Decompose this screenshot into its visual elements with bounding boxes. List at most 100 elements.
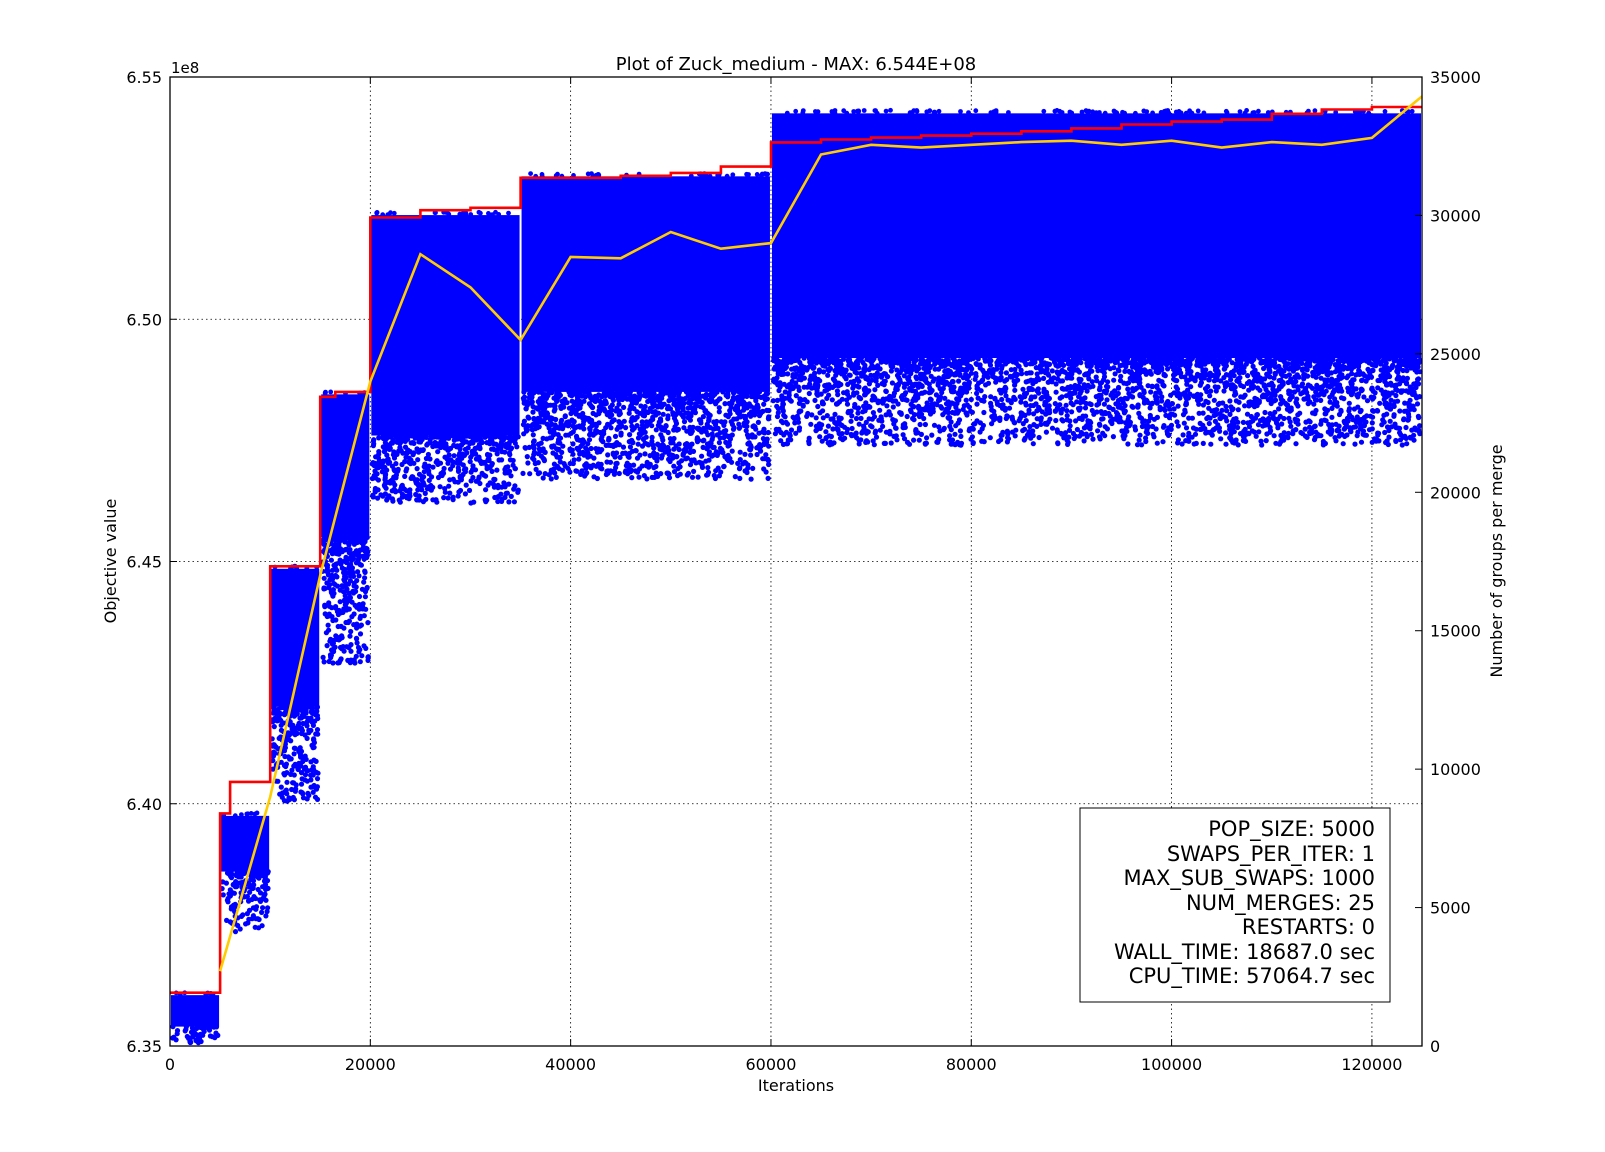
scatter-point (695, 474, 701, 480)
scatter-point (321, 541, 327, 548)
scatter-point (1030, 432, 1036, 439)
scatter-point (717, 396, 723, 402)
scatter-point (668, 440, 674, 446)
scatter-point (558, 422, 564, 428)
scatter-point (245, 811, 251, 817)
scatter-point (520, 470, 526, 476)
scatter-point (927, 396, 934, 402)
scatter-point (364, 584, 370, 591)
scatter-point (303, 756, 309, 763)
scatter-point (689, 405, 695, 411)
scatter-point (1358, 439, 1365, 445)
scatter-point (965, 381, 971, 387)
scatter-point (197, 1031, 204, 1037)
scatter-point (444, 434, 450, 440)
scatter-point (336, 607, 342, 614)
scatter-point (618, 432, 624, 438)
scatter-point (207, 1033, 213, 1039)
scatter-point (298, 781, 305, 787)
scatter-point (365, 620, 371, 626)
scatter-point (338, 536, 344, 542)
scatter-point (353, 635, 360, 641)
scatter-point (1020, 428, 1026, 434)
scatter-point (437, 484, 443, 490)
scatter-point (462, 469, 468, 475)
scatter-point (706, 451, 712, 457)
scatter-point (1332, 435, 1338, 441)
scatter-point (523, 428, 530, 434)
scatter-point (499, 433, 505, 439)
scatter-point (764, 171, 770, 177)
scatter-point (445, 460, 451, 466)
scatter-point (1041, 375, 1047, 381)
scatter-point (370, 460, 376, 466)
scatter-point (298, 789, 304, 795)
scatter-point (296, 747, 302, 753)
scatter-point (556, 437, 562, 443)
scatter-point (761, 401, 767, 407)
scatter-point (877, 427, 883, 433)
scatter-point (1013, 427, 1019, 433)
scatter-point (957, 428, 964, 434)
scatter-point (587, 393, 593, 399)
scatter-point (758, 448, 764, 454)
scatter-point (232, 813, 238, 819)
scatter-point (814, 391, 820, 397)
scatter-point (813, 415, 819, 421)
scatter-point (241, 870, 247, 877)
scatter-point (1259, 442, 1265, 448)
scatter-point (1295, 364, 1301, 370)
scatter-point (347, 595, 353, 601)
scatter-point (614, 426, 620, 432)
scatter-point (998, 437, 1004, 443)
scatter-point (265, 885, 271, 892)
scatter-point (872, 387, 878, 393)
scatter-point (415, 457, 421, 463)
scatter-point (658, 390, 664, 396)
scatter-point (878, 374, 885, 380)
scatter-point (1084, 388, 1090, 394)
scatter-point (700, 438, 706, 444)
scatter-point (880, 423, 886, 429)
scatter-point (1223, 403, 1229, 410)
scatter-point (1292, 416, 1298, 422)
scatter-point (567, 469, 573, 475)
scatter-point (1231, 392, 1238, 398)
scatter-point (1184, 396, 1190, 402)
scatter-point (531, 456, 537, 463)
scatter-point (442, 445, 448, 451)
scatter-point (655, 422, 662, 428)
scatter-point (688, 457, 695, 463)
scatter-point (752, 424, 758, 430)
scatter-point (428, 482, 434, 489)
scatter-point (752, 395, 758, 401)
scatter-point (1125, 441, 1131, 447)
scatter-point (434, 499, 440, 505)
scatter-point (260, 905, 266, 911)
scatter-point (1066, 427, 1073, 433)
scatter-point (1044, 392, 1050, 398)
scatter-point (348, 534, 354, 540)
scatter-point (629, 423, 635, 429)
scatter-point (1387, 406, 1394, 412)
scatter-point (354, 621, 360, 627)
scatter-point (716, 405, 722, 411)
scatter-point (612, 433, 619, 439)
scatter-point (330, 660, 336, 666)
scatter-point (1041, 386, 1047, 392)
scatter-point (717, 430, 723, 436)
scatter-point (194, 1025, 200, 1031)
scatter-point (730, 172, 736, 178)
scatter-point (303, 710, 309, 716)
scatter-point (678, 401, 684, 408)
scatter-point (232, 884, 238, 890)
scatter-point (326, 613, 332, 619)
scatter-point (634, 469, 641, 475)
scatter-point (745, 465, 751, 471)
scatter-point (721, 428, 727, 434)
scatter-point (422, 432, 428, 439)
scatter-point (275, 706, 281, 712)
scatter-point (541, 419, 547, 425)
scatter-point (1365, 366, 1371, 372)
scatter-point (650, 442, 656, 448)
